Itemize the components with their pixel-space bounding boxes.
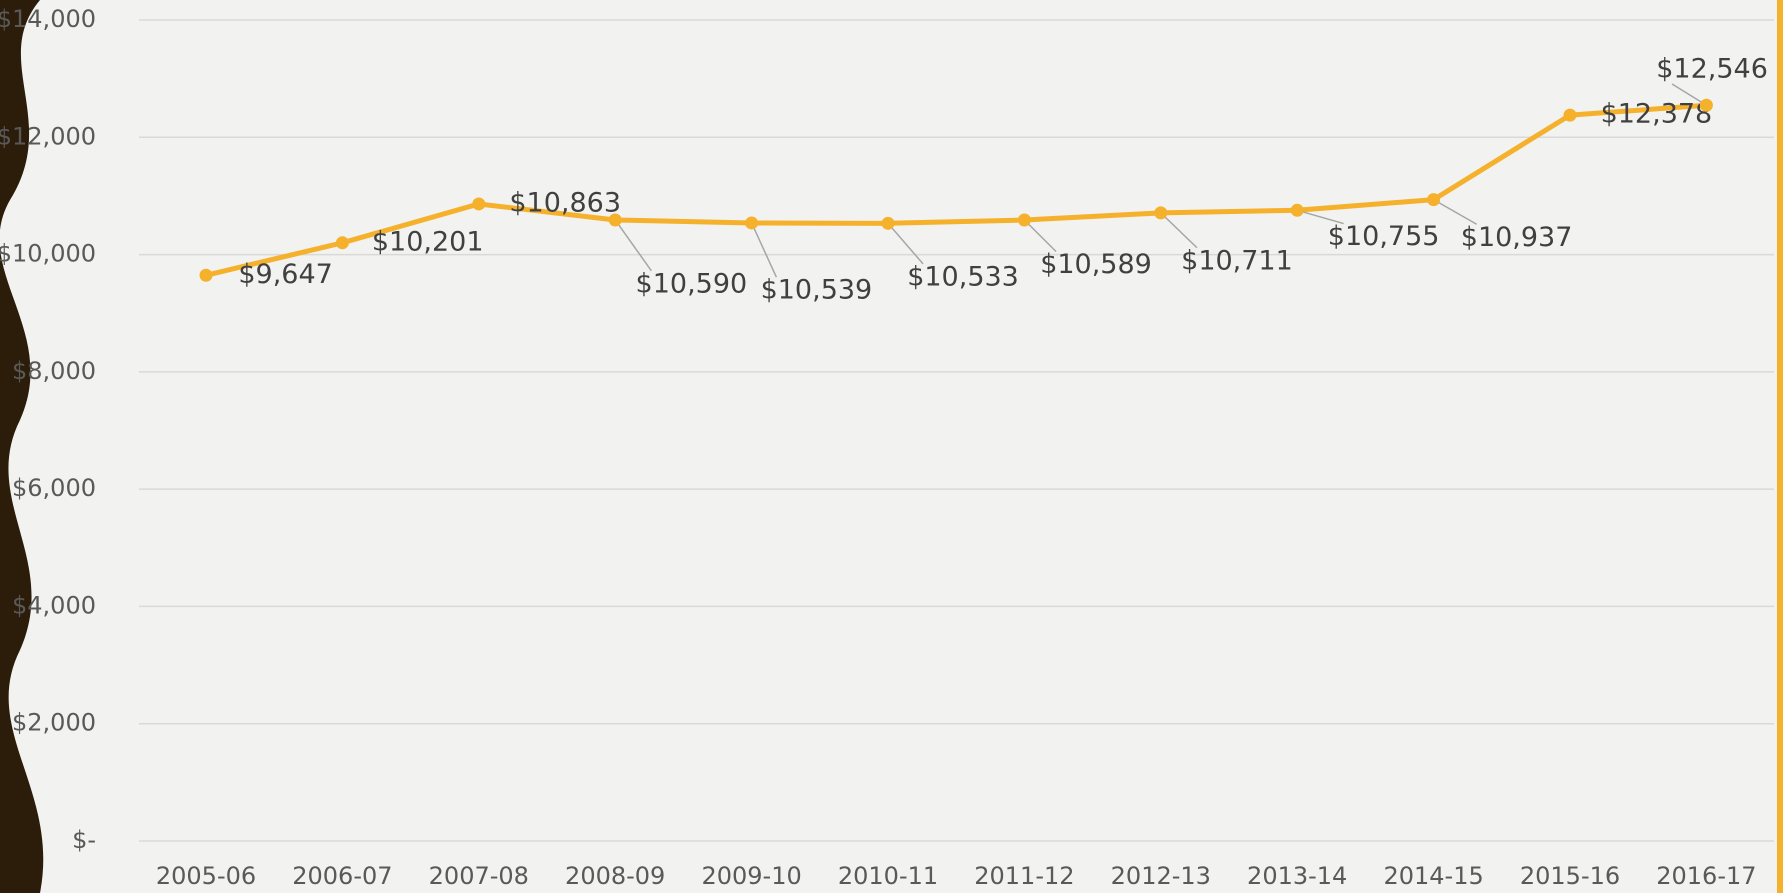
data-label: $9,647 <box>238 259 332 290</box>
x-tick-label: 2016-17 <box>1656 862 1756 890</box>
point <box>1154 206 1167 219</box>
data-label: $12,378 <box>1601 99 1713 130</box>
point <box>745 216 758 229</box>
point <box>200 269 213 282</box>
point <box>336 236 349 249</box>
y-tick-label: $10,000 <box>0 240 96 268</box>
point <box>1564 109 1577 122</box>
x-tick-label: 2011-12 <box>974 862 1074 890</box>
y-tick-label: $6,000 <box>12 474 96 502</box>
data-label: $10,755 <box>1328 221 1440 252</box>
x-tick-label: 2008-09 <box>565 862 665 890</box>
data-label: $10,937 <box>1461 222 1573 253</box>
x-tick-label: 2005-06 <box>156 862 256 890</box>
background <box>0 0 1783 893</box>
data-label: $10,539 <box>761 275 873 306</box>
x-tick-label: 2006-07 <box>292 862 392 890</box>
y-tick-label: $14,000 <box>0 5 96 33</box>
point <box>882 217 895 230</box>
point <box>1700 99 1713 112</box>
data-label: $10,533 <box>907 261 1019 292</box>
point <box>609 213 622 226</box>
x-tick-label: 2010-11 <box>838 862 938 890</box>
data-label: $10,711 <box>1181 245 1293 276</box>
point <box>1427 193 1440 206</box>
data-label: $10,589 <box>1040 249 1152 280</box>
x-tick-label: 2013-14 <box>1247 862 1347 890</box>
x-tick-label: 2007-08 <box>429 862 529 890</box>
y-tick-label: $- <box>72 826 96 854</box>
x-tick-label: 2014-15 <box>1383 862 1483 890</box>
data-label: $10,590 <box>636 268 748 299</box>
y-tick-label: $2,000 <box>12 709 96 737</box>
x-tick-label: 2009-10 <box>701 862 801 890</box>
right-border <box>1777 0 1783 893</box>
chart: $- $2,000 $4,000 $6,000 $8,000 $10,000 $12,000… <box>0 0 1783 893</box>
x-tick-label: 2015-16 <box>1520 862 1620 890</box>
x-tick-label: 2012-13 <box>1111 862 1211 890</box>
point <box>1018 214 1031 227</box>
data-label: $10,201 <box>372 226 484 257</box>
y-tick-label: $12,000 <box>0 122 96 150</box>
data-label: $12,546 <box>1656 54 1768 85</box>
y-tick-label: $4,000 <box>12 591 96 619</box>
point <box>1291 204 1304 217</box>
data-label: $10,863 <box>509 187 621 218</box>
y-tick-label: $8,000 <box>12 357 96 385</box>
point <box>472 197 485 210</box>
